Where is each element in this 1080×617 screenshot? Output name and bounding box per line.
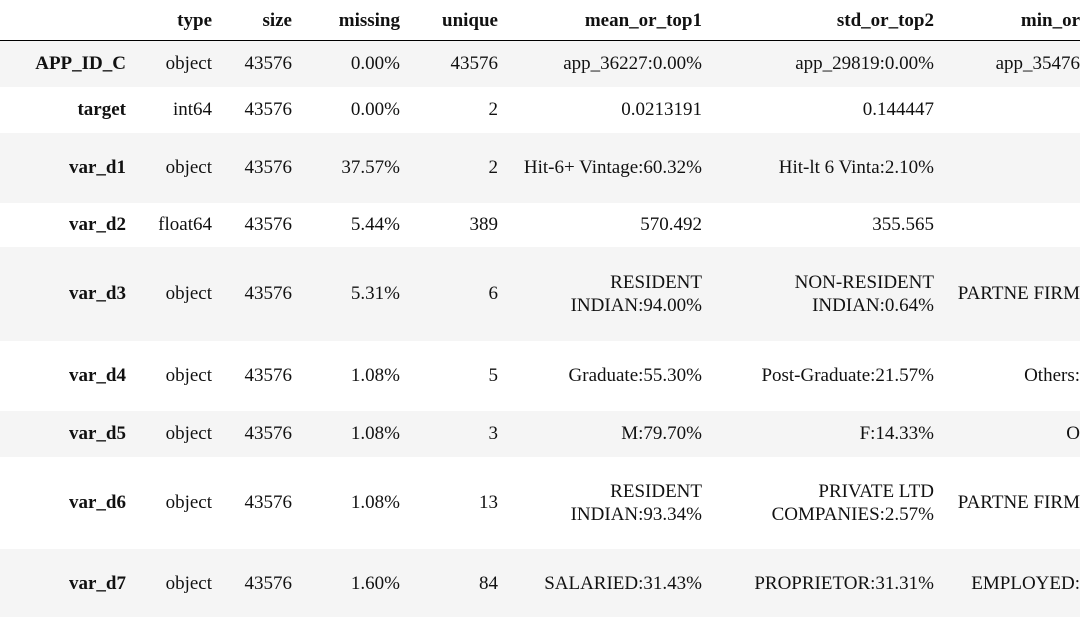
- row-label: APP_ID_C: [35, 53, 126, 75]
- table-cell: Graduate:55.30%: [568, 365, 702, 386]
- column-header: missing: [292, 0, 400, 41]
- table-cell: 43576: [450, 53, 499, 75]
- table-cell: 5.44%: [350, 214, 400, 235]
- table-cell: 2: [488, 157, 499, 178]
- table-cell: 43576: [244, 492, 293, 513]
- table-row: target int64 43576 0.00% 2 0.0213191 0.144447: [0, 87, 1080, 133]
- table-cell: 5.31%: [350, 283, 400, 304]
- table-row: var_d6 object 43576 1.08% 13 RESIDENT INDIAN:…: [0, 457, 1080, 549]
- table-cell: Hit-6+ Vintage:60.32%: [523, 157, 702, 178]
- table-cell: Hit-lt 6 Vinta:2.10%: [778, 157, 934, 178]
- table-row: APP_ID_C object 43576 0.00% 43576 app_36227:0…: [0, 40, 1080, 87]
- table-cell: 1.08%: [350, 365, 400, 386]
- table-cell: 43576: [244, 99, 293, 120]
- row-label: var_d3: [69, 283, 126, 304]
- table-cell: Others:: [1024, 365, 1080, 386]
- header-row: type size missing unique mean_or_top1 std_or_…: [0, 0, 1080, 41]
- table-cell: app_36227:0.00%: [563, 53, 702, 75]
- table-cell: 13: [479, 492, 498, 513]
- table-cell: F:14.33%: [859, 423, 934, 444]
- column-header: size: [212, 0, 292, 41]
- table-cell: 1.08%: [350, 492, 400, 513]
- table-cell: 355.565: [872, 214, 934, 235]
- table-cell: PRIVATE LTD COMPANIES:2.57%: [771, 480, 934, 525]
- table-cell: [934, 87, 1080, 133]
- table-cell: 43576: [244, 283, 293, 304]
- table-cell: app_29819:0.00%: [795, 53, 934, 75]
- table-cell: 1.60%: [350, 573, 400, 594]
- table-cell: 0.00%: [350, 99, 400, 120]
- table-cell: M:79.70%: [621, 423, 702, 444]
- row-label: var_d4: [69, 365, 126, 386]
- table-row: var_d7 object 43576 1.60% 84 SALARIED:31.43% P…: [0, 548, 1080, 617]
- table-cell: 570.492: [640, 214, 702, 235]
- table-cell: object: [165, 573, 212, 594]
- table-cell: object: [165, 365, 212, 386]
- table-row: var_d5 object 43576 1.08% 3 M:79.70% F:14.33% O: [0, 410, 1080, 457]
- row-label: var_d1: [69, 157, 126, 178]
- table-cell: 5: [488, 365, 499, 386]
- table-cell: 43576: [244, 573, 293, 594]
- table-cell: RESIDENT INDIAN:94.00%: [570, 271, 702, 316]
- table-cell: 0.144447: [862, 99, 934, 120]
- table-cell: O: [1066, 423, 1080, 444]
- row-label: target: [77, 99, 126, 120]
- table-row: var_d4 object 43576 1.08% 5 Graduate:55.30% Po…: [0, 341, 1080, 411]
- table-cell: EMPLOYED:: [971, 573, 1080, 594]
- table-row: var_d3 object 43576 5.31% 6 RESIDENT INDIAN:9…: [0, 246, 1080, 341]
- table-body: APP_ID_C object 43576 0.00% 43576 app_36227:0…: [0, 40, 1080, 617]
- table-cell: object: [165, 283, 212, 304]
- table-cell: object: [165, 157, 212, 178]
- table-cell: 0.0213191: [621, 99, 702, 120]
- table-cell: 1.08%: [350, 423, 400, 444]
- table-cell: object: [165, 492, 212, 513]
- column-header: std_or_top2: [702, 0, 934, 41]
- table-cell: app_35476: [995, 53, 1080, 75]
- row-label: var_d7: [69, 573, 126, 594]
- table-cell: 2: [488, 99, 499, 120]
- table-cell: 0.00%: [350, 53, 400, 75]
- table-cell: PARTNE FIRM: [957, 492, 1080, 513]
- table-cell: 43576: [244, 423, 293, 444]
- table-cell: int64: [172, 99, 212, 120]
- table-row: var_d2 float64 43576 5.44% 389 570.492 355.565: [0, 203, 1080, 247]
- column-header: min_or: [934, 0, 1080, 41]
- column-header: unique: [400, 0, 498, 41]
- table-cell: 3: [488, 423, 499, 444]
- table-cell: 43576: [244, 365, 293, 386]
- table-cell: 37.57%: [341, 157, 400, 178]
- row-label: var_d5: [69, 423, 126, 444]
- column-header: type: [126, 0, 212, 41]
- table-header: type size missing unique mean_or_top1 std_or_…: [0, 0, 1080, 41]
- table-cell: PARTNE FIRM: [957, 283, 1080, 304]
- table-cell: 389: [469, 214, 499, 235]
- table-cell: 6: [488, 283, 499, 304]
- table-cell: float64: [158, 214, 212, 235]
- table-cell: RESIDENT INDIAN:93.34%: [570, 480, 702, 525]
- table-cell: object: [165, 53, 212, 75]
- table-cell: object: [165, 423, 212, 444]
- table-row: var_d1 object 43576 37.57% 2 Hit-6+ Vintage:6…: [0, 132, 1080, 203]
- table-cell: 43576: [244, 157, 293, 178]
- table-cell: NON-RESIDENT INDIAN:0.64%: [794, 271, 934, 316]
- column-header: mean_or_top1: [498, 0, 702, 41]
- table-cell: 43576: [244, 53, 293, 75]
- table-cell: PROPRIETOR:31.31%: [754, 573, 934, 594]
- table-cell: 84: [479, 573, 498, 594]
- table-cell: [934, 203, 1080, 247]
- table-cell: Post-Graduate:21.57%: [761, 365, 934, 386]
- table-cell: SALARIED:31.43%: [544, 573, 702, 594]
- column-header: [0, 0, 126, 41]
- row-label: var_d2: [69, 214, 126, 235]
- row-label: var_d6: [69, 492, 126, 513]
- table-cell: [934, 133, 1080, 203]
- table-cell: 43576: [244, 214, 293, 235]
